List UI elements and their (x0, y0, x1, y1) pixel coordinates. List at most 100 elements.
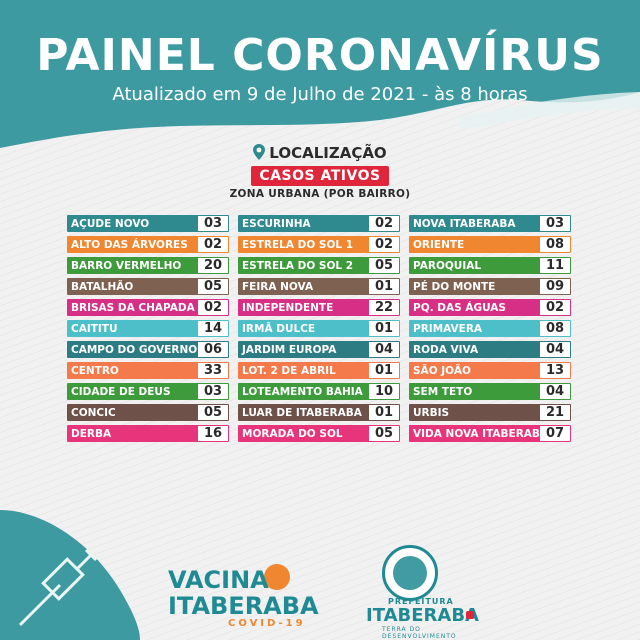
neighborhood-row: NOVA ITABERABA 03 (409, 215, 571, 232)
vaccine-drop-icon (264, 564, 290, 590)
header-banner (0, 0, 640, 148)
case-count: 21 (540, 405, 570, 420)
case-count: 02 (369, 237, 399, 252)
neighborhood-name: CIDADE DE DEUS (71, 385, 171, 398)
neighborhood-name: ESTRELA DO SOL 2 (242, 259, 354, 272)
neighborhood-row: INDEPENDENTE 22 (238, 299, 400, 316)
prefeitura-logo: PREFEITURA ITABERABA TERRA DO DESENVOLVI… (360, 545, 479, 640)
case-count: 05 (198, 405, 228, 420)
neighborhood-row: FEIRA NOVA 01 (238, 278, 400, 295)
neighborhood-row: LOT. 2 DE ABRIL 01 (238, 362, 400, 379)
case-count: 08 (540, 237, 570, 252)
case-count: 01 (369, 363, 399, 378)
neighborhood-name: PÉ DO MONTE (413, 280, 496, 293)
neighborhood-name: BATALHÃO (71, 280, 134, 293)
case-count: 20 (198, 258, 228, 273)
case-count: 02 (198, 300, 228, 315)
neighborhood-row: CAMPO DO GOVERNO 06 (67, 341, 229, 358)
case-count: 08 (540, 321, 570, 336)
update-subtitle: Atualizado em 9 de Julho de 2021 - às 8 … (112, 84, 528, 105)
neighborhood-name: RODA VIVA (413, 343, 479, 356)
neighborhood-row: JARDIM EUROPA 04 (238, 341, 400, 358)
neighborhood-name: DERBA (71, 427, 112, 440)
prefeitura-label: PREFEITURA (388, 597, 454, 606)
neighborhood-name: LOTEAMENTO BAHIA (242, 385, 363, 398)
syringe-decoration (0, 510, 140, 640)
neighborhood-name: VIDA NOVA ITABERABA (413, 427, 540, 440)
neighborhood-row: PRIMAVERA 08 (409, 320, 571, 337)
vacina-text: VACINA (168, 566, 269, 594)
case-count: 05 (369, 258, 399, 273)
neighborhood-name: BRISAS DA CHAPADA (71, 301, 195, 314)
case-count: 05 (369, 426, 399, 441)
case-count: 03 (540, 216, 570, 231)
neighborhood-row: ESCURINHA 02 (238, 215, 400, 232)
neighborhood-name: ALTO DAS ÁRVORES (71, 238, 188, 251)
neighborhood-row: RODA VIVA 04 (409, 341, 571, 358)
neighborhood-name: ORIENTE (413, 238, 465, 251)
itaberaba-text: ITABERABA (168, 592, 319, 620)
case-count: 33 (198, 363, 228, 378)
neighborhood-name: MORADA DO SOL (242, 427, 343, 440)
neighborhood-row: ESTRELA DO SOL 1 02 (238, 236, 400, 253)
neighborhood-row: PQ. DAS ÁGUAS 02 (409, 299, 571, 316)
neighborhood-name: CONCIC (71, 406, 116, 419)
location-heading: LOCALIZAÇÃO (0, 144, 640, 164)
neighborhood-name: AÇUDE NOVO (71, 217, 150, 230)
case-count: 02 (369, 216, 399, 231)
neighborhood-row: CONCIC 05 (67, 404, 229, 421)
case-count: 07 (540, 426, 570, 441)
neighborhood-name: PRIMAVERA (413, 322, 483, 335)
case-count: 14 (198, 321, 228, 336)
neighborhood-name: IRMÃ DULCE (242, 322, 316, 335)
neighborhood-name: JARDIM EUROPA (242, 343, 337, 356)
case-count: 22 (369, 300, 399, 315)
neighborhood-name: FEIRA NOVA (242, 280, 314, 293)
case-count: 04 (540, 384, 570, 399)
case-count: 13 (540, 363, 570, 378)
page-title: PAINEL CORONAVÍRUS (36, 30, 604, 81)
neighborhood-name: INDEPENDENTE (242, 301, 334, 314)
neighborhood-row: SEM TETO 04 (409, 383, 571, 400)
prefeitura-city: ITABERABA (366, 605, 479, 626)
case-count: 01 (369, 405, 399, 420)
neighborhood-row: IRMÃ DULCE 01 (238, 320, 400, 337)
case-count: 02 (540, 300, 570, 315)
neighborhood-name: PAROQUIAL (413, 259, 482, 272)
neighborhood-row: DERBA 16 (67, 425, 229, 442)
neighborhood-name: NOVA ITABERABA (413, 217, 516, 230)
case-count: 04 (369, 342, 399, 357)
case-count: 06 (198, 342, 228, 357)
neighborhood-row: VIDA NOVA ITABERABA 07 (409, 425, 571, 442)
case-count: 02 (198, 237, 228, 252)
neighborhood-row: PÉ DO MONTE 09 (409, 278, 571, 295)
neighborhood-row: ESTRELA DO SOL 2 05 (238, 257, 400, 274)
neighborhood-row: CIDADE DE DEUS 03 (67, 383, 229, 400)
city-seal-icon (382, 545, 438, 601)
neighborhood-name: CENTRO (71, 364, 119, 377)
red-accent-icon (466, 611, 474, 619)
neighborhood-name: PQ. DAS ÁGUAS (413, 301, 506, 314)
neighborhood-row: LOTEAMENTO BAHIA 10 (238, 383, 400, 400)
neighborhood-row: CENTRO 33 (67, 362, 229, 379)
neighborhood-row: URBIS 21 (409, 404, 571, 421)
neighborhood-name: ESCURINHA (242, 217, 311, 230)
neighborhood-row: MORADA DO SOL 05 (238, 425, 400, 442)
case-count: 11 (540, 258, 570, 273)
case-count: 09 (540, 279, 570, 294)
neighborhood-row: PAROQUIAL 11 (409, 257, 571, 274)
case-count: 01 (369, 279, 399, 294)
zone-label: ZONA URBANA (POR BAIRRO) (229, 188, 411, 200)
neighborhood-row: SÃO JOÃO 13 (409, 362, 571, 379)
vacina-itaberaba-logo: VACINA ITABERABA COVID-19 (168, 548, 319, 629)
neighborhood-name: CAMPO DO GOVERNO (71, 343, 198, 356)
badge-wrap: CASOS ATIVOS (0, 165, 640, 186)
neighborhood-name: ESTRELA DO SOL 1 (242, 238, 354, 251)
case-count: 01 (369, 321, 399, 336)
neighborhood-name: URBIS (413, 406, 450, 419)
prefeitura-tagline: TERRA DO DESENVOLVIMENTO (382, 626, 457, 640)
neighborhood-grid: AÇUDE NOVO 03 ESCURINHA 02 NOVA ITABERABA 03 A… (67, 215, 571, 442)
neighborhood-name: BARRO VERMELHO (71, 259, 182, 272)
location-pin-icon (253, 144, 266, 164)
neighborhood-row: BARRO VERMELHO 20 (67, 257, 229, 274)
